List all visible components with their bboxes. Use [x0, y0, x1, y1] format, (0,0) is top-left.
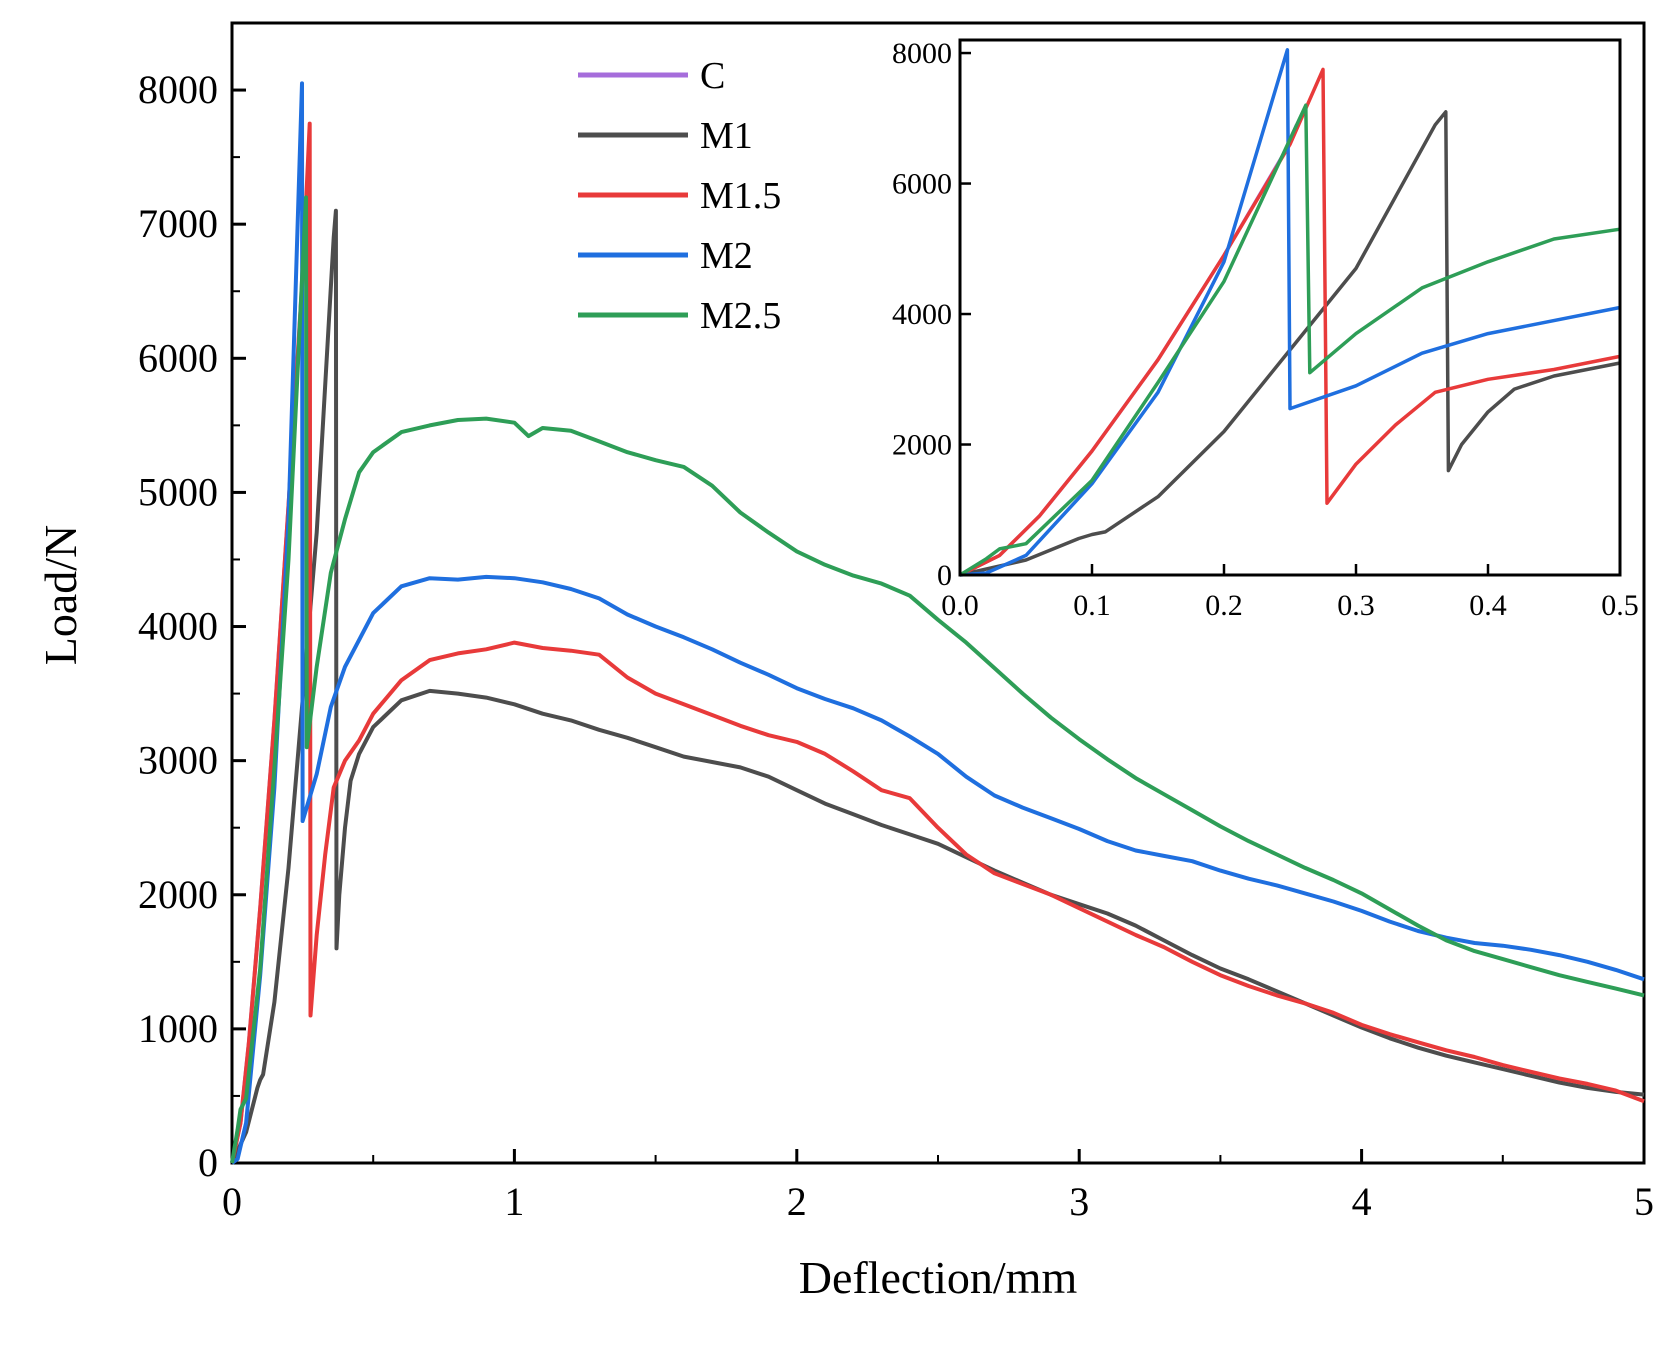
- inset-x-tick-label: 0.3: [1337, 589, 1375, 622]
- x-axis-title: Deflection/mm: [799, 1252, 1078, 1303]
- legend-label: M2: [700, 235, 753, 277]
- series-line-m2-5: [230, 195, 1645, 1164]
- x-tick-label: 3: [1069, 1179, 1089, 1224]
- inset-x-tick-label: 0.1: [1073, 589, 1111, 622]
- inset-x-ticks: 0.0 0.1 0.2 0.3 0.4 0.5: [941, 564, 1639, 622]
- inset-x-tick-label: 0.4: [1469, 589, 1507, 622]
- legend-label: M1.5: [700, 175, 781, 217]
- inset-series-line-m2-5: [959, 103, 1621, 577]
- series-line-m1: [230, 208, 1645, 1164]
- x-tick-label: 1: [504, 1179, 524, 1224]
- y-tick-label: 7000: [138, 201, 218, 246]
- x-tick-label: 2: [787, 1179, 807, 1224]
- inset-y-tick-label: 0: [937, 559, 952, 592]
- inset-y-ticks: 0 2000 4000 6000 8000: [892, 37, 971, 592]
- y-tick-label: 5000: [138, 469, 218, 514]
- inset-x-tick-label: 0.2: [1205, 589, 1243, 622]
- inset-y-tick-label: 8000: [892, 37, 952, 70]
- y-tick-label: 8000: [138, 67, 218, 112]
- legend-label: M2.5: [700, 295, 781, 337]
- y-axis-title: Load/N: [35, 525, 86, 666]
- inset-y-tick-label: 6000: [892, 168, 952, 201]
- y-tick-label: 3000: [138, 738, 218, 783]
- inset-series: [959, 48, 1621, 577]
- main-x-ticks: 0 1 2 3 4 5: [222, 1149, 1654, 1224]
- y-tick-label: 2000: [138, 872, 218, 917]
- inset-x-tick-label: 0.5: [1601, 589, 1639, 622]
- inset-series-line-m2: [959, 48, 1621, 577]
- x-tick-label: 0: [222, 1179, 242, 1224]
- inset-x-tick-label: 0.0: [941, 589, 979, 622]
- series-line-m1-5: [230, 121, 1645, 1164]
- inset-plot-area: [958, 38, 1622, 577]
- y-tick-label: 6000: [138, 335, 218, 380]
- inset-series-line-m1-5: [959, 67, 1621, 577]
- inset-y-tick-label: 2000: [892, 429, 952, 462]
- x-tick-label: 4: [1352, 1179, 1372, 1224]
- inset-y-tick-label: 4000: [892, 298, 952, 331]
- x-tick-label: 5: [1634, 1179, 1654, 1224]
- y-tick-label: 1000: [138, 1006, 218, 1051]
- legend-label: C: [700, 55, 725, 97]
- legend-label: M1: [700, 115, 753, 157]
- inset-series-line-m1: [959, 110, 1621, 577]
- series-line-m2: [230, 81, 1645, 1165]
- main-y-ticks: 0 1000 2000 3000 4000 5000 6000 7000 8000: [138, 67, 246, 1185]
- main-series: [230, 81, 1645, 1165]
- y-tick-label: 4000: [138, 604, 218, 649]
- y-tick-label: 0: [198, 1140, 218, 1185]
- legend: C M1 M1.5 M2 M2.5: [578, 55, 781, 337]
